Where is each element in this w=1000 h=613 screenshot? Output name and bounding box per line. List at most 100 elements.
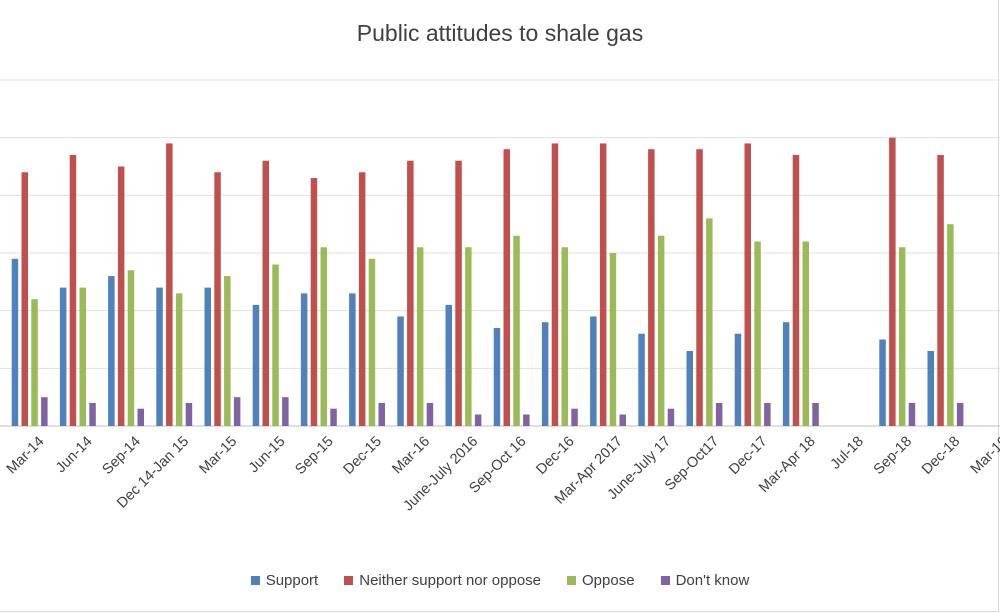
legend-swatch <box>567 576 577 585</box>
bar-don-t-know <box>619 414 626 426</box>
bar-support <box>734 333 742 426</box>
bar-support <box>590 316 597 426</box>
legend-item: Oppose <box>567 572 635 589</box>
bar-support <box>541 322 549 426</box>
legend-label: Oppose <box>582 572 635 589</box>
legend-swatch <box>250 576 260 585</box>
x-tick-label: Jul-18 <box>828 434 867 473</box>
bar-oppose <box>368 258 376 426</box>
bar-support <box>156 287 163 426</box>
bar-don-t-know <box>185 402 193 426</box>
bars <box>11 137 964 426</box>
bar-oppose <box>31 299 38 426</box>
legend-label: Support <box>265 572 319 589</box>
bar-oppose <box>224 276 231 426</box>
bar-don-t-know <box>426 402 434 426</box>
bar-oppose <box>175 293 183 426</box>
bar-don-t-know <box>667 408 675 426</box>
bar-neither-support-nor-oppose <box>214 172 221 426</box>
bar-don-t-know <box>523 414 530 426</box>
bar-oppose <box>947 224 954 426</box>
x-tick-label: Mar-15 <box>197 434 241 478</box>
bar-neither-support-nor-oppose <box>648 149 655 426</box>
x-tick-label: Dec-18 <box>919 434 963 478</box>
bar-don-t-know <box>571 408 578 426</box>
bar-don-t-know <box>764 402 771 426</box>
bar-oppose <box>754 241 761 426</box>
bar-don-t-know <box>908 402 916 426</box>
bar-neither-support-nor-oppose <box>889 137 896 426</box>
legend-item: Neither support nor oppose <box>344 572 541 589</box>
bar-oppose <box>320 247 327 426</box>
bar-neither-support-nor-oppose <box>696 149 703 426</box>
bar-support <box>638 333 645 426</box>
bar-oppose <box>657 235 665 426</box>
bar-don-t-know <box>41 397 48 426</box>
x-tick-label: Jun-15 <box>246 434 289 477</box>
bar-support <box>782 322 790 426</box>
x-tick-label: Dec-17 <box>726 434 770 478</box>
bar-support <box>204 287 211 426</box>
x-tick-label: Sep-18 <box>871 434 915 478</box>
bar-neither-support-nor-oppose <box>166 143 173 426</box>
bar-oppose <box>561 247 568 426</box>
x-tick-label: Dec-15 <box>341 434 385 478</box>
bar-oppose <box>706 218 713 426</box>
bar-neither-support-nor-oppose <box>21 172 28 426</box>
bar-neither-support-nor-oppose <box>69 154 77 426</box>
bar-support <box>59 287 67 426</box>
bar-neither-support-nor-oppose <box>503 149 510 426</box>
x-tick-label: Mar-19 <box>968 434 1000 478</box>
legend-swatch <box>344 576 354 585</box>
bar-neither-support-nor-oppose <box>937 154 944 426</box>
bar-oppose <box>513 235 520 426</box>
bar-don-t-know <box>282 397 289 426</box>
bar-support <box>686 351 693 426</box>
bar-support <box>108 276 115 426</box>
bar-oppose <box>272 264 279 426</box>
legend-swatch <box>660 576 670 585</box>
bar-neither-support-nor-oppose <box>551 143 559 426</box>
bar-support <box>11 258 19 426</box>
bar-support <box>252 304 260 426</box>
bar-neither-support-nor-oppose <box>455 160 462 426</box>
bar-support <box>300 293 308 426</box>
bar-oppose <box>898 247 906 426</box>
bar-don-t-know <box>474 414 482 426</box>
legend-label: Don't know <box>675 572 750 589</box>
legend-label: Neither support nor oppose <box>359 572 542 589</box>
bar-neither-support-nor-oppose <box>358 172 366 426</box>
bar-oppose <box>79 287 86 426</box>
bar-support <box>927 351 934 426</box>
bar-don-t-know <box>330 408 337 426</box>
legend-item: Support <box>250 572 319 589</box>
legend-item: Don't know <box>660 572 750 589</box>
bar-oppose <box>127 270 135 426</box>
bar-don-t-know <box>137 408 144 426</box>
bar-don-t-know <box>378 402 385 426</box>
bar-don-t-know <box>812 402 819 426</box>
bar-support <box>397 316 404 426</box>
legend: Support Neither support nor oppose Oppose D… <box>0 572 1000 589</box>
bar-support <box>349 293 356 426</box>
bar-don-t-know <box>956 402 964 426</box>
bar-neither-support-nor-oppose <box>407 160 414 426</box>
bar-neither-support-nor-oppose <box>744 143 751 426</box>
bar-oppose <box>802 241 809 426</box>
bar-oppose <box>609 253 617 426</box>
bar-neither-support-nor-oppose <box>262 160 269 426</box>
bar-don-t-know <box>233 397 241 426</box>
bar-neither-support-nor-oppose <box>792 154 800 426</box>
bar-support <box>493 327 501 426</box>
bar-neither-support-nor-oppose <box>599 143 607 426</box>
x-tick-label: Dec-16 <box>533 434 577 478</box>
x-tick-label: Mar-16 <box>389 434 433 478</box>
bar-don-t-know <box>715 402 723 426</box>
bar-don-t-know <box>89 402 96 426</box>
bar-oppose <box>416 247 424 426</box>
bar-support <box>445 304 452 426</box>
bar-neither-support-nor-oppose <box>310 178 318 426</box>
